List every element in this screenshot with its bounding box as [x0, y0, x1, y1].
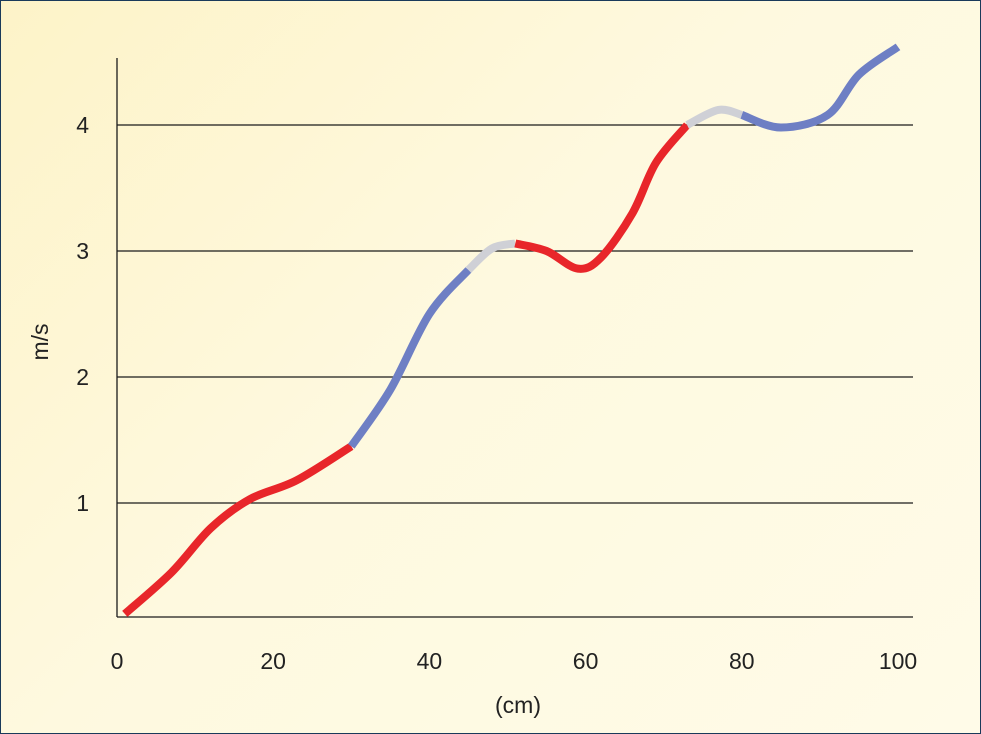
x-tick-label: 0 — [111, 648, 124, 674]
y-tick-label: 4 — [76, 112, 89, 138]
x-tick-label: 20 — [260, 648, 286, 674]
x-axis-title: (cm) — [495, 692, 541, 718]
y-tick-label: 1 — [76, 490, 89, 516]
line-segment-red — [514, 122, 691, 273]
y-tick-label: 2 — [76, 364, 89, 390]
line-segment-blue — [348, 267, 472, 449]
line-segment-blue — [740, 43, 901, 132]
x-tick-label: 60 — [573, 648, 599, 674]
y-axis-title: m/s — [27, 323, 53, 360]
axes — [116, 58, 913, 618]
x-tick-label: 100 — [879, 648, 917, 674]
line-segment-red — [122, 442, 354, 617]
gridlines — [117, 124, 913, 504]
x-tick-label: 80 — [729, 648, 755, 674]
line-segment-gray — [465, 239, 517, 273]
x-tick-label: 40 — [417, 648, 443, 674]
y-tick-label: 3 — [76, 238, 89, 264]
series-lines — [122, 43, 901, 617]
line-segment-gray — [685, 105, 743, 129]
